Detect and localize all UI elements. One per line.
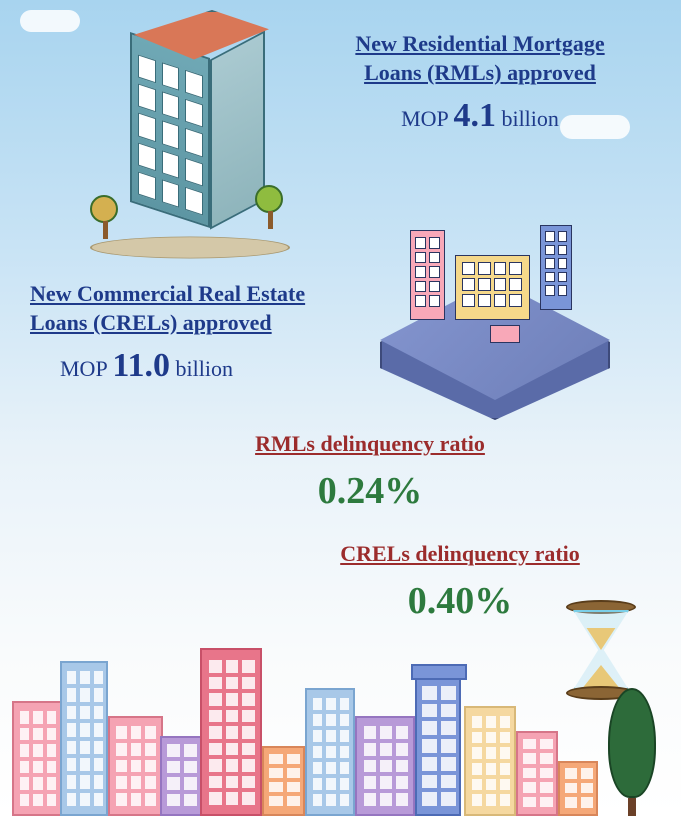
crel-currency: MOP [60,356,107,381]
crel-stat-block: New Commercial Real Estate Loans (CRELs)… [30,280,340,385]
crel-title-line2: Loans (CRELs) approved [30,310,272,335]
skyline-illustration [0,626,681,816]
rml-title-line2: Loans (RMLs) approved [364,60,596,85]
crel-number: 11.0 [112,347,170,384]
rml-number: 4.1 [453,97,496,134]
crel-title-line1: New Commercial Real Estate [30,281,305,306]
crel-unit: billion [176,356,233,381]
crel-ratio-title: CRELs delinquency ratio [290,540,630,569]
rml-ratio-title: RMLs delinquency ratio [200,430,540,459]
rml-unit: billion [501,106,558,131]
rml-currency: MOP [401,106,448,131]
crel-value: MOP 11.0 billion [60,347,340,385]
rml-value: MOP 4.1 billion [310,97,650,135]
rml-ratio-value: 0.24% [200,469,540,513]
tree-illustration [608,688,656,816]
residential-building-illustration [60,15,290,265]
rml-title-line1: New Residential Mortgage [355,31,604,56]
commercial-city-illustration [370,200,640,420]
crel-title: New Commercial Real Estate Loans (CRELs)… [30,280,340,337]
rml-stat-block: New Residential Mortgage Loans (RMLs) ap… [310,30,650,135]
rml-ratio-block: RMLs delinquency ratio 0.24% [200,430,540,513]
rml-title: New Residential Mortgage Loans (RMLs) ap… [310,30,650,87]
